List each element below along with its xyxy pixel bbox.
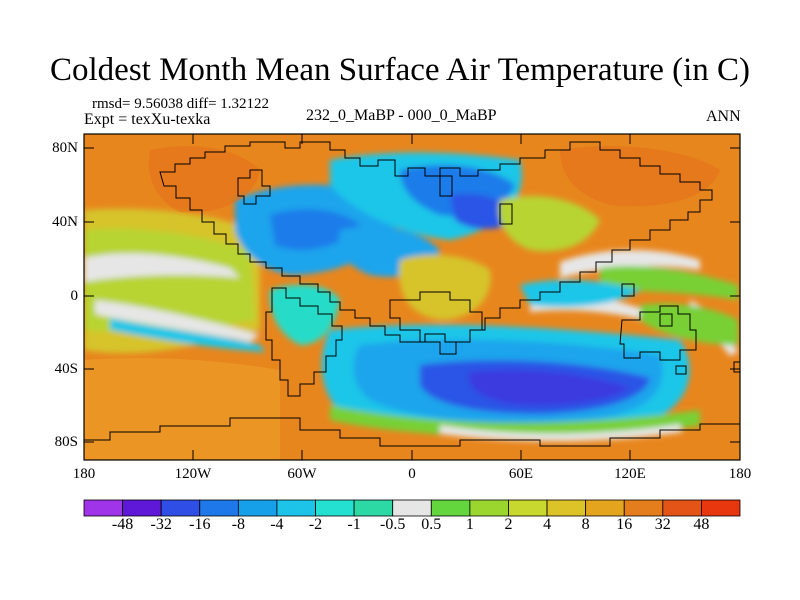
colorbar-swatch <box>122 499 162 517</box>
colorbar-label: 32 <box>654 516 671 533</box>
coastline-island-east <box>659 313 673 327</box>
field-green-interior <box>498 196 600 252</box>
colorbar-swatch <box>585 499 625 517</box>
coastline-australia <box>619 305 697 361</box>
lon-label-0: 0 <box>408 466 416 482</box>
coastline-island-nw <box>237 169 271 205</box>
coastlines <box>84 141 740 447</box>
coastline-island-small <box>675 365 687 375</box>
colorbar-label: 0.5 <box>421 516 442 533</box>
field-yellow-interior <box>399 254 491 320</box>
lat-ticks <box>84 147 740 443</box>
colorbar-label: -32 <box>150 516 172 533</box>
lat-label-80n: 80N <box>52 140 78 156</box>
coastline-north-pangea <box>159 141 713 343</box>
colorbar-label: 4 <box>543 516 552 533</box>
colorbar-label: -48 <box>111 516 134 533</box>
field-deepblue-south <box>469 369 630 406</box>
field-white-band-south <box>95 300 260 342</box>
field-orange-northeast <box>560 146 720 207</box>
colorbar-label: -4 <box>270 516 284 533</box>
period-subtitle: 232_0_MaBP - 000_0_MaBP <box>306 107 497 124</box>
field-green-southcoast <box>330 405 700 437</box>
field-white-tethys <box>560 250 700 278</box>
colorbar-swatch <box>701 499 741 517</box>
lon-ticks <box>192 134 631 460</box>
temperature-field <box>84 134 740 460</box>
lon-label-60e: 60E <box>508 466 534 482</box>
lon-label-180e: 180 <box>728 466 752 482</box>
colorbar-swatch <box>546 499 587 517</box>
field-orange-southwest <box>84 358 280 460</box>
colorbar-label: 16 <box>616 516 633 533</box>
colorbar-swatch <box>508 499 548 517</box>
colorbar-label: -2 <box>308 516 323 533</box>
lon-label-120e: 120E <box>614 466 646 482</box>
field-teal-band <box>110 318 265 352</box>
coastline-africa <box>389 291 483 355</box>
colorbar-swatch <box>353 499 394 517</box>
field-green-east <box>600 265 738 300</box>
colorbar <box>83 499 741 517</box>
colorbar-swatch <box>392 499 432 517</box>
colorbar-swatch <box>237 499 278 517</box>
lon-label-60w: 60W <box>287 466 317 482</box>
field-white-band-north <box>84 253 240 282</box>
coastline-island-tethys <box>621 283 635 297</box>
colorbar-swatch <box>430 499 471 517</box>
lon-label-120w: 120W <box>174 466 212 482</box>
field-orange-northwest <box>148 146 260 213</box>
colorbar-label: 48 <box>693 516 710 533</box>
coastline-south-america <box>265 287 343 397</box>
colorbar-label: 2 <box>504 516 513 533</box>
lat-label-40s: 40S <box>54 361 78 377</box>
colorbar-swatch <box>315 499 355 517</box>
colorbar-label: -0.5 <box>380 516 406 533</box>
field-teal-south-america <box>269 284 340 345</box>
colorbar-swatch <box>276 499 316 517</box>
experiment-line: Expt = texXu-texka <box>84 111 211 128</box>
colorbar-swatch <box>623 499 664 517</box>
colorbar-swatch <box>469 499 509 517</box>
colorbar-label: 8 <box>581 516 590 533</box>
season-label: ANN <box>706 108 741 125</box>
field-cyan-east <box>520 279 640 307</box>
lat-label-40n: 40N <box>52 214 78 230</box>
coastline-antarctica <box>84 417 740 447</box>
coastline-island-europe <box>499 203 513 225</box>
field-darkblue-north-america <box>270 209 360 250</box>
stats-line: rmsd= 9.56038 diff= 1.32122 <box>92 96 270 112</box>
figure-title: Coldest Month Mean Surface Air Temperatu… <box>50 52 750 88</box>
field-white-southcoast <box>440 424 682 442</box>
colorbar-swatch <box>83 499 123 517</box>
coastline-island-arctic <box>439 175 453 197</box>
lat-label-0: 0 <box>70 288 79 304</box>
colorbar-swatch <box>199 499 239 517</box>
lat-label-80s: 80S <box>54 434 78 450</box>
colorbar-label: -1 <box>347 516 361 533</box>
lon-label-180w: 180 <box>72 466 96 482</box>
colorbar-swatch <box>662 499 702 517</box>
colorbar-label: -8 <box>231 516 246 533</box>
colorbar-label: 1 <box>465 516 474 533</box>
colorbar-label: -16 <box>189 516 211 533</box>
colorbar-swatch <box>160 499 201 517</box>
